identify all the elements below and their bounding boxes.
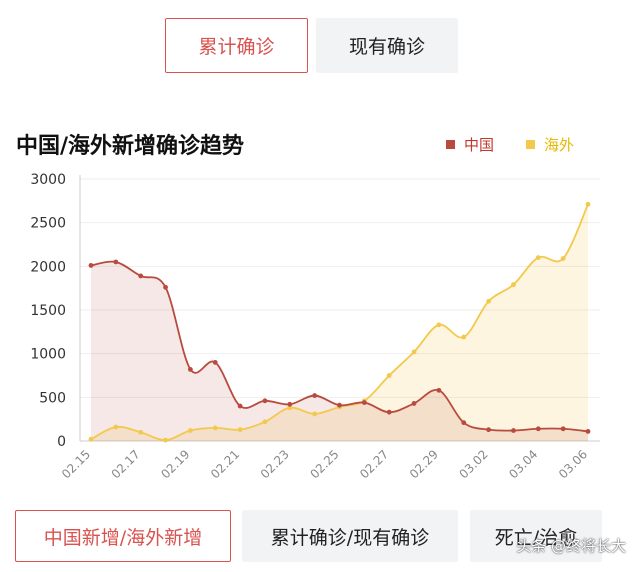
y-tick-label-0: 0 <box>57 434 66 450</box>
series-area-0 <box>91 261 588 441</box>
watermark: 头条 @终将长大 <box>516 537 626 555</box>
series-0-point-16 <box>486 427 491 433</box>
series-1-point-4 <box>188 428 193 433</box>
series-1-point-13 <box>411 349 417 355</box>
x-tick-label-02.25: 02.25 <box>307 447 341 481</box>
tab-current-confirmed[interactable]: 现有确诊 <box>316 18 458 73</box>
series-1-point-7 <box>262 419 268 425</box>
tab-cumulative-current[interactable]: 累计确诊/现有确诊 <box>242 510 458 562</box>
series-0-point-6 <box>237 403 243 409</box>
legend-china-label: 中国 <box>464 136 495 154</box>
x-tick-label-02.17: 02.17 <box>109 447 143 481</box>
series-0-point-7 <box>262 398 268 404</box>
x-tick-label-02.21: 02.21 <box>208 447 242 481</box>
legend-overseas[interactable]: 海外 <box>526 134 574 155</box>
series-0-point-15 <box>461 420 467 426</box>
x-tick-label-03.04: 03.04 <box>506 447 540 481</box>
series-1-point-6 <box>237 427 243 433</box>
series-0-point-12 <box>386 409 392 415</box>
series-area-1 <box>91 204 588 441</box>
y-tick-label-1000: 1000 <box>30 347 66 363</box>
series-0-point-18 <box>535 426 541 432</box>
x-tick-label-02.23: 02.23 <box>258 447 292 481</box>
series-1-point-0 <box>88 436 94 442</box>
series-0-point-2 <box>138 273 144 279</box>
series-1-point-17 <box>511 282 516 288</box>
series-1-point-20 <box>585 201 591 207</box>
tab-new-china-overseas[interactable]: 中国新增/海外新增 <box>15 510 231 562</box>
x-tick-label-02.19: 02.19 <box>158 447 192 481</box>
legend-overseas-swatch <box>526 140 535 149</box>
series-0-point-20 <box>585 428 591 434</box>
series-0-point-4 <box>188 366 193 372</box>
series-0-point-8 <box>287 401 293 407</box>
tab-cumulative-confirmed[interactable]: 累计确诊 <box>165 18 308 73</box>
series-1-point-1 <box>113 424 119 430</box>
chart-title: 中国/海外新增确诊趋势 <box>16 134 245 159</box>
series-1-point-15 <box>461 334 467 340</box>
legend-overseas-label: 海外 <box>544 136 575 154</box>
y-tick-label-500: 500 <box>39 390 66 406</box>
series-0-point-14 <box>436 387 442 393</box>
x-tick-label-02.27: 02.27 <box>357 447 391 481</box>
series-1-point-5 <box>212 425 218 431</box>
series-0-point-17 <box>511 428 516 433</box>
series-0-point-10 <box>337 402 342 408</box>
series-1-point-12 <box>386 373 392 378</box>
series-0-point-9 <box>312 393 318 398</box>
series-0-point-1 <box>113 259 119 265</box>
series-0-point-19 <box>560 426 566 432</box>
series-1-point-2 <box>138 429 144 435</box>
y-tick-label-3000: 3000 <box>30 172 66 188</box>
tab-death-recovered[interactable]: 死亡/治愈 <box>470 510 602 562</box>
series-0-point-11 <box>361 400 367 405</box>
series-0-point-5 <box>212 360 218 365</box>
series-1-point-16 <box>486 298 491 304</box>
series-1-point-9 <box>312 411 318 417</box>
series-1-point-8 <box>287 405 293 411</box>
series-1-point-14 <box>436 322 442 328</box>
y-tick-label-1500: 1500 <box>30 303 66 319</box>
series-1-point-19 <box>560 256 566 261</box>
legend-china[interactable]: 中国 <box>446 134 494 155</box>
x-tick-label-03.02: 03.02 <box>457 447 491 481</box>
series-1-point-3 <box>163 437 168 443</box>
series-1-point-18 <box>535 255 541 260</box>
x-tick-label-03.06: 03.06 <box>556 447 590 481</box>
series-0-point-0 <box>88 263 94 268</box>
y-tick-label-2000: 2000 <box>30 259 66 275</box>
legend-china-swatch <box>446 140 455 149</box>
trend-chart: 0 500 1000 1500 2000 2500 3000 02.15 02.17 02.19 0… <box>30 172 600 481</box>
y-tick-label-2500: 2500 <box>30 216 66 232</box>
x-tick-label-02.29: 02.29 <box>407 447 441 481</box>
x-tick-label-02.15: 02.15 <box>59 447 93 481</box>
series-0-point-13 <box>411 401 417 406</box>
series-0-point-3 <box>163 284 168 290</box>
